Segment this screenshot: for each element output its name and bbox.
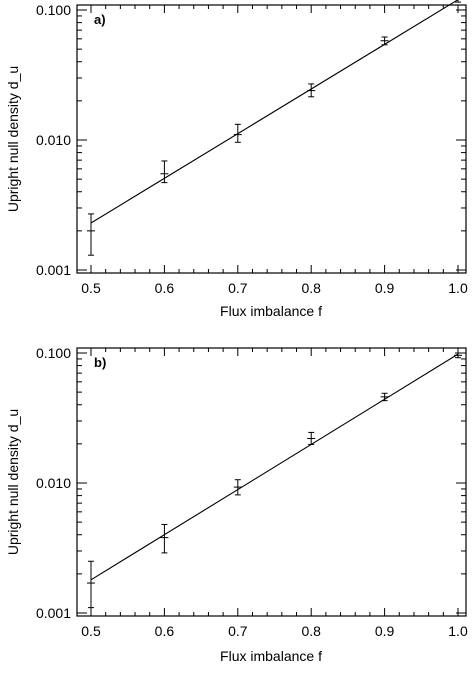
plot-frame bbox=[76, 4, 467, 274]
x-tick-label: 0.5 bbox=[81, 623, 101, 639]
data-point bbox=[307, 431, 316, 445]
x-tick-label: 0.5 bbox=[81, 280, 101, 296]
y-tick-label: 0.001 bbox=[36, 262, 71, 278]
fit-line bbox=[90, 353, 459, 581]
x-tick-label: 0.7 bbox=[228, 280, 248, 296]
points-layer bbox=[87, 0, 461, 256]
plot-frame bbox=[76, 347, 467, 617]
x-tick-label: 1.0 bbox=[448, 623, 468, 639]
ticks-layer: 0.5 0.6 0.7 0.8 0.9 1.0 0.001 0.010 0.100 bbox=[36, 2, 468, 296]
data-point bbox=[380, 392, 389, 402]
data-point bbox=[454, 352, 462, 359]
chart-panel-a: a) Flux imbalance f Upright null density… bbox=[5, 0, 468, 319]
x-tick-label: 0.6 bbox=[155, 623, 175, 639]
fit-line bbox=[90, 0, 459, 224]
panel-label: a) bbox=[94, 12, 106, 27]
x-tick-label: 1.0 bbox=[448, 280, 468, 296]
x-axis-title: Flux imbalance f bbox=[220, 648, 322, 664]
y-tick-label: 0.010 bbox=[36, 475, 71, 491]
fit-layer bbox=[90, 353, 459, 581]
ticks-layer: 0.5 0.6 0.7 0.8 0.9 1.0 0.001 0.010 0.100 bbox=[36, 345, 468, 639]
y-tick-label: 0.100 bbox=[36, 345, 71, 361]
data-point bbox=[87, 560, 95, 609]
data-point bbox=[307, 83, 316, 98]
y-axis-title: Upright null density d_u bbox=[5, 409, 21, 555]
panel-label: b) bbox=[94, 355, 106, 370]
x-axis-title: Flux imbalance f bbox=[220, 303, 322, 319]
data-point bbox=[160, 160, 169, 184]
y-axis-title: Upright null density d_u bbox=[5, 66, 21, 212]
data-point bbox=[455, 0, 461, 3]
x-tick-label: 0.8 bbox=[301, 280, 321, 296]
y-tick-label: 0.100 bbox=[36, 2, 71, 18]
y-tick-label: 0.010 bbox=[36, 132, 71, 148]
y-tick-label: 0.001 bbox=[36, 605, 71, 621]
data-point bbox=[380, 36, 389, 46]
fit-layer bbox=[90, 0, 459, 224]
x-tick-label: 0.6 bbox=[155, 280, 175, 296]
chart-panel-b: b) Flux imbalance f Upright null density… bbox=[5, 345, 468, 664]
points-layer bbox=[87, 352, 462, 609]
x-tick-label: 0.9 bbox=[375, 623, 395, 639]
data-point bbox=[233, 123, 242, 143]
x-tick-label: 0.7 bbox=[228, 623, 248, 639]
data-point bbox=[233, 479, 242, 496]
data-point bbox=[87, 213, 95, 256]
x-tick-label: 0.8 bbox=[301, 623, 321, 639]
x-tick-label: 0.9 bbox=[375, 280, 395, 296]
data-point bbox=[160, 523, 169, 554]
